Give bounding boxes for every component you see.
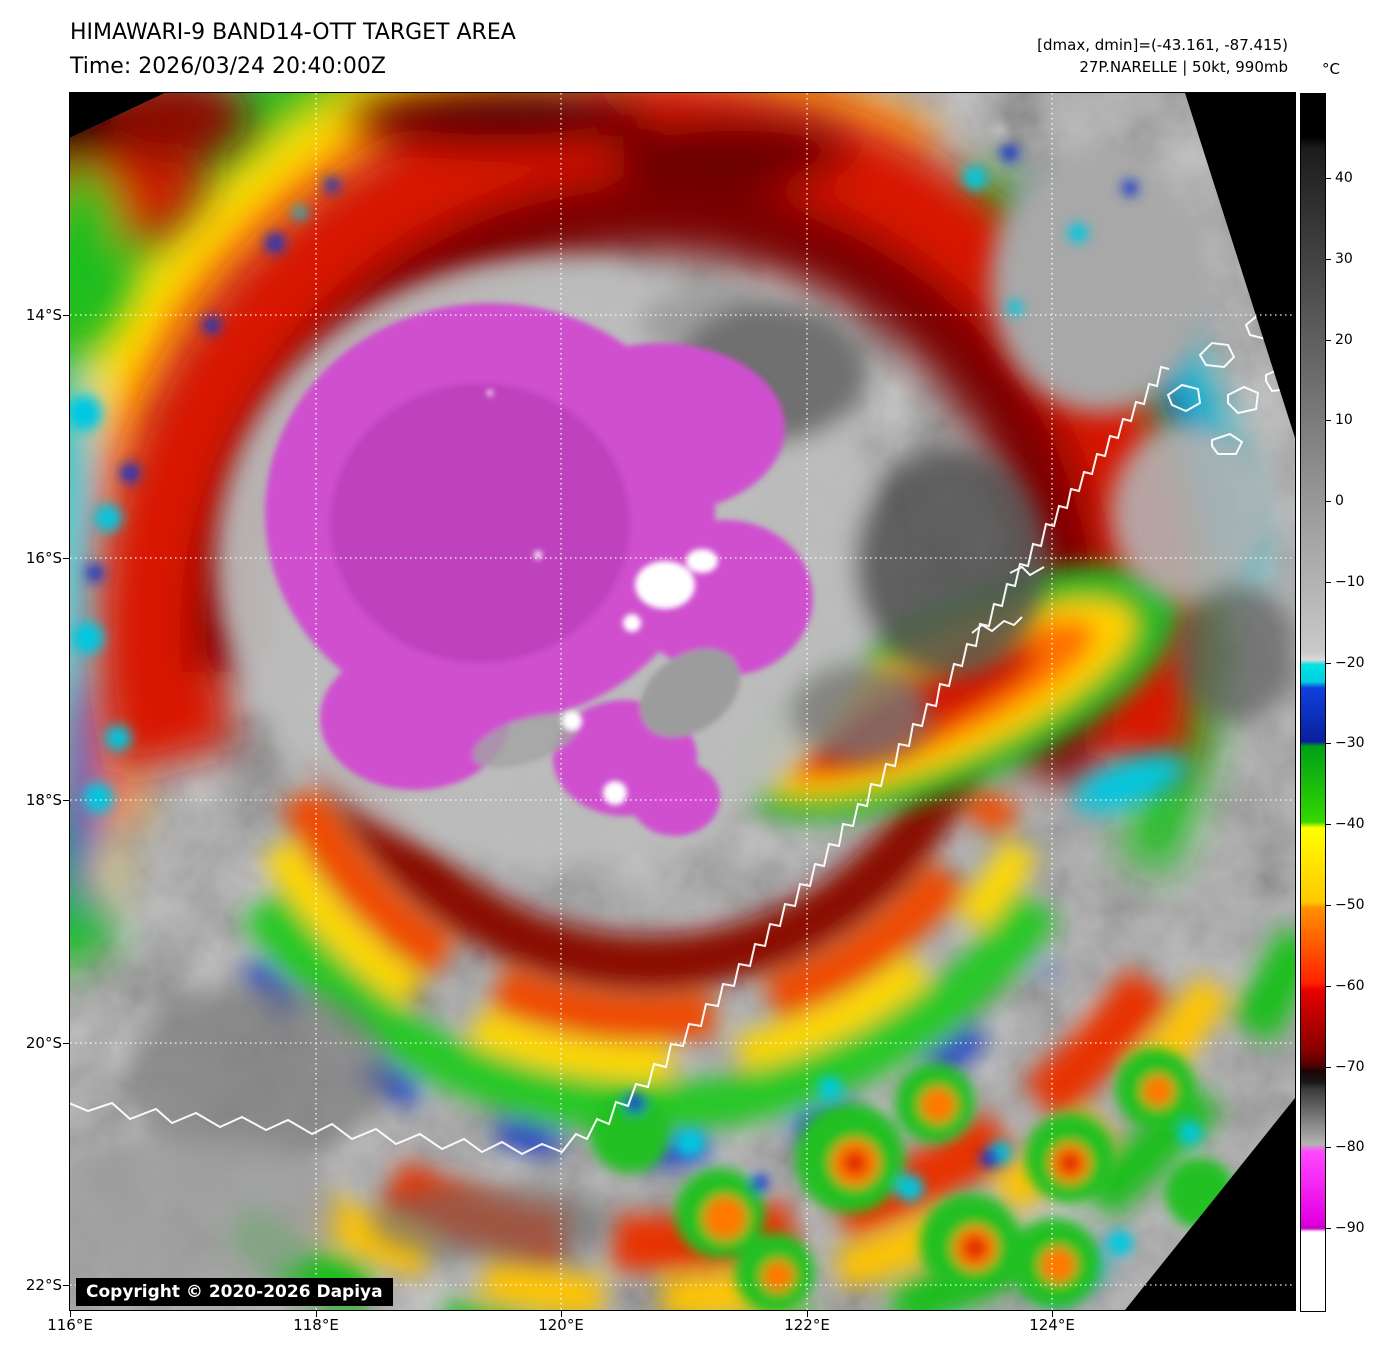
- temperature-colorbar: [1300, 93, 1326, 1312]
- satellite-image: [70, 93, 1295, 1310]
- convection-cells: [70, 125, 1235, 1310]
- copyright-overlay: Copyright © 2020-2026 Dapiya: [76, 1278, 393, 1306]
- colorbar-tick: [1326, 824, 1331, 825]
- x-axis-label: 124°E: [1029, 1316, 1075, 1334]
- colorbar-tick: [1326, 743, 1331, 744]
- colorbar-tick-label: 0: [1335, 493, 1344, 509]
- colorbar-tick: [1326, 178, 1331, 179]
- colorbar-tick-label: −40: [1335, 816, 1365, 832]
- storm-info: 27P.NARELLE | 50kt, 990mb: [1079, 58, 1288, 76]
- colorbar-tick-label: 40: [1335, 170, 1353, 186]
- y-axis-label: 18°S: [25, 791, 62, 809]
- colorbar-tick: [1326, 420, 1331, 421]
- colorbar-tick: [1326, 340, 1331, 341]
- colorbar-tick-label: −70: [1335, 1059, 1365, 1075]
- y-axis-tick: [63, 315, 69, 316]
- x-axis-tick: [807, 1311, 808, 1317]
- colorbar-tick-label: −50: [1335, 897, 1365, 913]
- colorbar-tick: [1326, 1067, 1331, 1068]
- cold-overshoot-magenta: [265, 303, 813, 836]
- colorbar-tick: [1326, 259, 1331, 260]
- x-axis-label: 116°E: [47, 1316, 93, 1334]
- x-axis-tick: [70, 1311, 71, 1317]
- colorbar-tick: [1326, 986, 1331, 987]
- y-axis-label: 22°S: [25, 1276, 62, 1294]
- colorbar-tick-label: 20: [1335, 332, 1353, 348]
- y-axis-tick: [63, 800, 69, 801]
- colorbar-tick: [1326, 1147, 1331, 1148]
- page-title: HIMAWARI-9 BAND14-OTT TARGET AREA: [70, 20, 516, 45]
- colorbar-unit-label: °C: [1322, 60, 1340, 78]
- colorbar-tick: [1326, 663, 1331, 664]
- y-axis-tick: [63, 1043, 69, 1044]
- dmax-dmin-readout: [dmax, dmin]=(-43.161, -87.415): [1037, 36, 1288, 54]
- y-axis-tick: [63, 1285, 69, 1286]
- image-time: Time: 2026/03/24 20:40:00Z: [70, 54, 386, 79]
- graticule: [70, 93, 1295, 1310]
- colorbar-tick: [1326, 501, 1331, 502]
- colorbar-tick: [1326, 905, 1331, 906]
- colorbar-tick-label: −90: [1335, 1220, 1365, 1236]
- data-swath: [70, 93, 1295, 1310]
- y-axis-label: 20°S: [25, 1034, 62, 1052]
- y-axis-label: 14°S: [25, 306, 62, 324]
- colorbar-tick-label: 10: [1335, 412, 1353, 428]
- colorbar-tick-label: −30: [1335, 735, 1365, 751]
- x-axis-tick: [1052, 1311, 1053, 1317]
- x-axis-tick: [316, 1311, 317, 1317]
- colorbar-tick-label: −80: [1335, 1139, 1365, 1155]
- x-axis-tick: [561, 1311, 562, 1317]
- coldest-white-spots: [487, 390, 718, 805]
- x-axis-label: 118°E: [293, 1316, 339, 1334]
- y-axis-label: 16°S: [25, 549, 62, 567]
- colorbar-tick-label: −10: [1335, 574, 1365, 590]
- x-axis-label: 122°E: [784, 1316, 830, 1334]
- colorbar-tick-label: 30: [1335, 251, 1353, 267]
- gray-cloud-patches: [70, 153, 1295, 1293]
- x-axis-label: 120°E: [538, 1316, 584, 1334]
- colorbar-tick: [1326, 1228, 1331, 1229]
- map-plot-area: Copyright © 2020-2026 Dapiya: [69, 92, 1296, 1311]
- y-axis-tick: [63, 558, 69, 559]
- colorbar-tick: [1326, 582, 1331, 583]
- colorbar-tick-label: −60: [1335, 978, 1365, 994]
- colorbar-tick-label: −20: [1335, 655, 1365, 671]
